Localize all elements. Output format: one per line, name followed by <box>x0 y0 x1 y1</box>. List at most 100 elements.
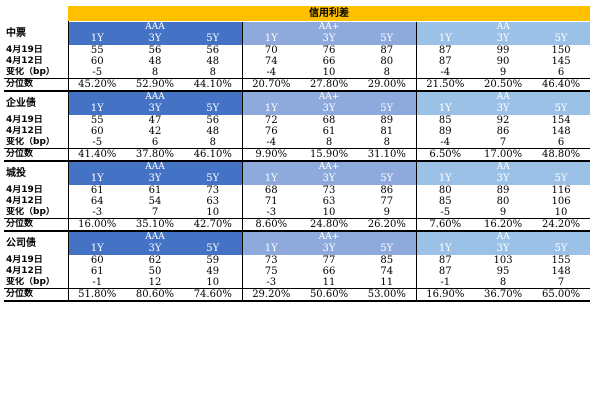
value-cell: -4 <box>241 67 301 79</box>
value-cell: 66 <box>322 266 336 277</box>
value-cell: 61 <box>67 185 126 196</box>
value-cell: 73 <box>206 185 220 196</box>
value-cell: 68 <box>322 115 336 126</box>
tenor-label: 5Y <box>358 103 417 115</box>
value-cell: -1 <box>67 277 126 289</box>
value-cell: 85 <box>415 115 475 126</box>
value-cell: 77 <box>322 255 336 266</box>
tenor-label: 3Y <box>300 173 359 185</box>
section-group-header: 公司债 AAA AA+ AA <box>4 231 591 249</box>
tenor-label: 1Y <box>415 103 475 115</box>
tenor-label: 1Y <box>67 33 126 45</box>
tenor-label: 5Y <box>358 33 417 45</box>
tenor-label: 3Y <box>474 33 533 45</box>
tenor-label: 5Y <box>184 33 243 45</box>
value-cell: 53.00% <box>358 288 417 302</box>
value-cell: 17.00% <box>474 148 533 162</box>
value-cell: 60 <box>67 56 126 67</box>
value-cell: 7.60% <box>415 218 475 232</box>
value-cell: 60 <box>67 255 126 266</box>
value-cell: 90 <box>496 56 510 67</box>
value-cell: 7 <box>499 137 507 148</box>
tenor-label: 5Y <box>532 173 591 185</box>
value-cell: 51.80% <box>67 288 126 302</box>
value-cell: 6.50% <box>415 148 475 162</box>
tenor-label: 1Y <box>415 243 475 255</box>
data-row: 分位数 45.20% 52.90% 44.10% 20.70% 27.80% 29.00% 2… <box>4 78 591 92</box>
value-cell: 116 <box>551 185 571 196</box>
data-row: 4月12日 60 42 48 76 61 81 89 86 148 <box>4 126 590 137</box>
data-row: 4月12日 60 48 48 74 66 80 87 90 145 <box>4 56 590 67</box>
value-cell: -4 <box>415 137 475 149</box>
value-cell: 66 <box>322 56 336 67</box>
tenor-header: 1Y 3Y 5Y 1Y 3Y 5Y 1Y 3Y 5Y <box>4 33 591 45</box>
value-cell: 48 <box>206 126 220 137</box>
value-cell: 15.90% <box>300 148 359 162</box>
value-cell: 76 <box>241 126 301 137</box>
section-name: 公司债 <box>6 238 36 249</box>
value-cell: -5 <box>67 67 126 79</box>
value-cell: 61 <box>148 185 162 196</box>
value-cell: 8.60% <box>241 218 301 232</box>
value-cell: 61 <box>67 266 126 277</box>
data-row: 4月12日 61 50 49 75 66 74 87 95 148 <box>4 266 590 277</box>
value-cell: 73 <box>241 255 301 266</box>
value-cell: 54 <box>148 196 162 207</box>
value-cell: 24.20% <box>532 218 591 232</box>
value-cell: -3 <box>241 277 301 289</box>
value-cell: 80 <box>380 56 394 67</box>
value-cell: 87 <box>380 45 394 56</box>
value-cell: 154 <box>551 115 571 126</box>
value-cell: -5 <box>67 137 126 149</box>
value-cell: 62 <box>148 255 162 266</box>
value-cell: 106 <box>551 196 571 207</box>
value-cell: 10 <box>206 207 220 218</box>
value-cell: 10 <box>206 277 220 288</box>
value-cell: 59 <box>206 255 220 266</box>
tenor-label: 5Y <box>184 103 243 115</box>
value-cell: 8 <box>383 137 390 148</box>
rating-group-header: AA <box>415 22 591 33</box>
value-cell: 7 <box>557 277 565 288</box>
section-name: 中票 <box>6 28 26 39</box>
value-cell: 8 <box>209 67 216 78</box>
value-cell: 64 <box>67 196 126 207</box>
value-cell: 8 <box>151 67 159 78</box>
value-cell: 10 <box>322 207 336 218</box>
value-cell: 21.50% <box>415 78 475 92</box>
row-label: 变化（bp） <box>6 67 55 77</box>
value-cell: 37.80% <box>126 148 184 162</box>
rating-group-header: AA <box>415 91 591 103</box>
value-cell: 48 <box>148 56 162 67</box>
tenor-label: 1Y <box>241 33 301 45</box>
value-cell: 92 <box>496 115 510 126</box>
value-cell: 86 <box>380 185 394 196</box>
tenor-label: 3Y <box>300 33 359 45</box>
value-cell: 85 <box>380 255 394 266</box>
rating-group-header: AAA <box>67 231 243 243</box>
value-cell: 6 <box>151 137 159 148</box>
tenor-label: 3Y <box>474 103 533 115</box>
tenor-label: 5Y <box>532 33 591 45</box>
value-cell: 155 <box>551 255 571 266</box>
value-cell: 27.80% <box>300 78 359 92</box>
data-row: 变化（bp） -1 12 10 -3 11 11 -1 8 7 <box>4 277 590 289</box>
value-cell: 8 <box>383 67 390 78</box>
rating-group-header: AA <box>415 231 591 243</box>
value-cell: 75 <box>241 266 301 277</box>
tenor-label: 5Y <box>532 243 591 255</box>
value-cell: 74 <box>380 266 394 277</box>
value-cell: 26.20% <box>358 218 417 232</box>
tenor-label: 1Y <box>241 243 301 255</box>
tenor-label: 3Y <box>474 243 533 255</box>
tenor-header: 1Y 3Y 5Y 1Y 3Y 5Y 1Y 3Y 5Y <box>4 103 591 115</box>
value-cell: -3 <box>241 207 301 219</box>
value-cell: 85 <box>415 196 475 207</box>
value-cell: 44.10% <box>184 78 243 92</box>
tenor-label: 3Y <box>300 103 359 115</box>
value-cell: 45.20% <box>67 78 126 92</box>
tenor-label: 1Y <box>241 173 301 185</box>
rating-group-header: AA+ <box>241 91 417 103</box>
tenor-label: 3Y <box>300 243 359 255</box>
value-cell: 148 <box>551 266 571 277</box>
